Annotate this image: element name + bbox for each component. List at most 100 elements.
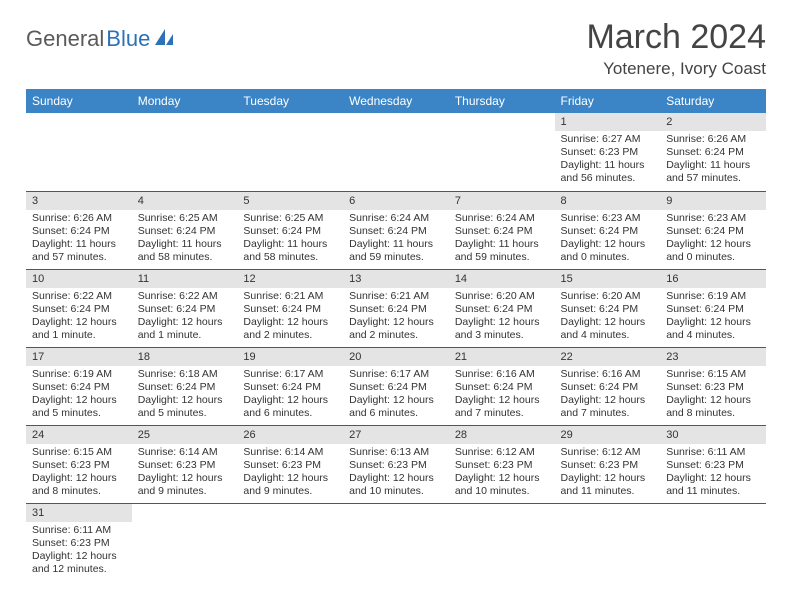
sunrise-text: Sunrise: 6:21 AM bbox=[243, 290, 337, 303]
calendar-cell: 14Sunrise: 6:20 AMSunset: 6:24 PMDayligh… bbox=[449, 269, 555, 347]
sunset-text: Sunset: 6:24 PM bbox=[243, 225, 337, 238]
sunrise-text: Sunrise: 6:24 AM bbox=[455, 212, 549, 225]
calendar-cell: 7Sunrise: 6:24 AMSunset: 6:24 PMDaylight… bbox=[449, 191, 555, 269]
calendar-cell: 28Sunrise: 6:12 AMSunset: 6:23 PMDayligh… bbox=[449, 425, 555, 503]
sunset-text: Sunset: 6:24 PM bbox=[32, 225, 126, 238]
day-number bbox=[237, 504, 343, 508]
calendar-cell: 16Sunrise: 6:19 AMSunset: 6:24 PMDayligh… bbox=[660, 269, 766, 347]
calendar-cell: 26Sunrise: 6:14 AMSunset: 6:23 PMDayligh… bbox=[237, 425, 343, 503]
calendar-cell: 22Sunrise: 6:16 AMSunset: 6:24 PMDayligh… bbox=[555, 347, 661, 425]
day-details: Sunrise: 6:22 AMSunset: 6:24 PMDaylight:… bbox=[132, 288, 238, 346]
day-details: Sunrise: 6:21 AMSunset: 6:24 PMDaylight:… bbox=[343, 288, 449, 346]
day-number bbox=[26, 113, 132, 117]
sunrise-text: Sunrise: 6:19 AM bbox=[32, 368, 126, 381]
calendar-cell: 3Sunrise: 6:26 AMSunset: 6:24 PMDaylight… bbox=[26, 191, 132, 269]
calendar-cell: 30Sunrise: 6:11 AMSunset: 6:23 PMDayligh… bbox=[660, 425, 766, 503]
sunset-text: Sunset: 6:24 PM bbox=[455, 225, 549, 238]
sunset-text: Sunset: 6:24 PM bbox=[32, 381, 126, 394]
calendar-cell: 9Sunrise: 6:23 AMSunset: 6:24 PMDaylight… bbox=[660, 191, 766, 269]
sunrise-text: Sunrise: 6:20 AM bbox=[455, 290, 549, 303]
day-details: Sunrise: 6:23 AMSunset: 6:24 PMDaylight:… bbox=[660, 210, 766, 268]
sunset-text: Sunset: 6:24 PM bbox=[666, 225, 760, 238]
calendar-cell: 8Sunrise: 6:23 AMSunset: 6:24 PMDaylight… bbox=[555, 191, 661, 269]
day-number: 17 bbox=[26, 348, 132, 366]
day-number bbox=[237, 113, 343, 117]
day-number: 21 bbox=[449, 348, 555, 366]
day-number: 19 bbox=[237, 348, 343, 366]
weekday-header: Friday bbox=[555, 89, 661, 113]
sunrise-text: Sunrise: 6:15 AM bbox=[32, 446, 126, 459]
day-number bbox=[555, 504, 661, 508]
sunset-text: Sunset: 6:23 PM bbox=[349, 459, 443, 472]
daylight-text: Daylight: 12 hours and 5 minutes. bbox=[138, 394, 232, 420]
day-number: 4 bbox=[132, 192, 238, 210]
sunset-text: Sunset: 6:24 PM bbox=[138, 225, 232, 238]
weekday-header: Wednesday bbox=[343, 89, 449, 113]
sunset-text: Sunset: 6:24 PM bbox=[32, 303, 126, 316]
day-number: 24 bbox=[26, 426, 132, 444]
sunset-text: Sunset: 6:23 PM bbox=[561, 146, 655, 159]
day-number: 16 bbox=[660, 270, 766, 288]
calendar-cell: 23Sunrise: 6:15 AMSunset: 6:23 PMDayligh… bbox=[660, 347, 766, 425]
calendar-cell: 13Sunrise: 6:21 AMSunset: 6:24 PMDayligh… bbox=[343, 269, 449, 347]
sunset-text: Sunset: 6:24 PM bbox=[666, 146, 760, 159]
calendar-cell: 15Sunrise: 6:20 AMSunset: 6:24 PMDayligh… bbox=[555, 269, 661, 347]
location-label: Yotenere, Ivory Coast bbox=[586, 59, 766, 79]
sunset-text: Sunset: 6:23 PM bbox=[32, 537, 126, 550]
calendar-cell: 11Sunrise: 6:22 AMSunset: 6:24 PMDayligh… bbox=[132, 269, 238, 347]
daylight-text: Daylight: 12 hours and 7 minutes. bbox=[561, 394, 655, 420]
calendar-cell: 20Sunrise: 6:17 AMSunset: 6:24 PMDayligh… bbox=[343, 347, 449, 425]
weekday-header: Saturday bbox=[660, 89, 766, 113]
sunrise-text: Sunrise: 6:18 AM bbox=[138, 368, 232, 381]
daylight-text: Daylight: 12 hours and 8 minutes. bbox=[666, 394, 760, 420]
day-details: Sunrise: 6:26 AMSunset: 6:24 PMDaylight:… bbox=[660, 131, 766, 189]
day-number: 28 bbox=[449, 426, 555, 444]
day-number: 25 bbox=[132, 426, 238, 444]
day-details: Sunrise: 6:14 AMSunset: 6:23 PMDaylight:… bbox=[237, 444, 343, 502]
day-number: 27 bbox=[343, 426, 449, 444]
weekday-header: Sunday bbox=[26, 89, 132, 113]
sunrise-text: Sunrise: 6:26 AM bbox=[32, 212, 126, 225]
page-title: March 2024 bbox=[586, 18, 766, 57]
calendar-row: 17Sunrise: 6:19 AMSunset: 6:24 PMDayligh… bbox=[26, 347, 766, 425]
calendar-cell bbox=[237, 113, 343, 191]
weekday-header: Thursday bbox=[449, 89, 555, 113]
logo-sail-icon bbox=[154, 28, 176, 51]
day-number bbox=[343, 504, 449, 508]
sunset-text: Sunset: 6:24 PM bbox=[243, 381, 337, 394]
day-number bbox=[449, 113, 555, 117]
sunrise-text: Sunrise: 6:12 AM bbox=[561, 446, 655, 459]
daylight-text: Daylight: 11 hours and 57 minutes. bbox=[666, 159, 760, 185]
calendar-cell: 21Sunrise: 6:16 AMSunset: 6:24 PMDayligh… bbox=[449, 347, 555, 425]
calendar-row: 31Sunrise: 6:11 AMSunset: 6:23 PMDayligh… bbox=[26, 503, 766, 581]
calendar-cell: 19Sunrise: 6:17 AMSunset: 6:24 PMDayligh… bbox=[237, 347, 343, 425]
day-details: Sunrise: 6:19 AMSunset: 6:24 PMDaylight:… bbox=[660, 288, 766, 346]
sunrise-text: Sunrise: 6:27 AM bbox=[561, 133, 655, 146]
sunrise-text: Sunrise: 6:11 AM bbox=[32, 524, 126, 537]
weekday-header: Tuesday bbox=[237, 89, 343, 113]
sunset-text: Sunset: 6:24 PM bbox=[349, 225, 443, 238]
daylight-text: Daylight: 12 hours and 7 minutes. bbox=[455, 394, 549, 420]
day-number bbox=[132, 504, 238, 508]
day-number: 2 bbox=[660, 113, 766, 131]
sunrise-text: Sunrise: 6:17 AM bbox=[349, 368, 443, 381]
day-details: Sunrise: 6:14 AMSunset: 6:23 PMDaylight:… bbox=[132, 444, 238, 502]
day-number: 23 bbox=[660, 348, 766, 366]
calendar-cell: 18Sunrise: 6:18 AMSunset: 6:24 PMDayligh… bbox=[132, 347, 238, 425]
sunset-text: Sunset: 6:23 PM bbox=[243, 459, 337, 472]
sunrise-text: Sunrise: 6:23 AM bbox=[666, 212, 760, 225]
daylight-text: Daylight: 11 hours and 58 minutes. bbox=[138, 238, 232, 264]
daylight-text: Daylight: 12 hours and 11 minutes. bbox=[561, 472, 655, 498]
daylight-text: Daylight: 11 hours and 56 minutes. bbox=[561, 159, 655, 185]
day-number: 12 bbox=[237, 270, 343, 288]
sunset-text: Sunset: 6:23 PM bbox=[561, 459, 655, 472]
calendar-page: GeneralBlue March 2024 Yotenere, Ivory C… bbox=[0, 0, 792, 599]
daylight-text: Daylight: 12 hours and 1 minute. bbox=[32, 316, 126, 342]
sunset-text: Sunset: 6:24 PM bbox=[138, 303, 232, 316]
sunrise-text: Sunrise: 6:22 AM bbox=[32, 290, 126, 303]
calendar-cell: 5Sunrise: 6:25 AMSunset: 6:24 PMDaylight… bbox=[237, 191, 343, 269]
sunset-text: Sunset: 6:24 PM bbox=[349, 303, 443, 316]
calendar-row: 3Sunrise: 6:26 AMSunset: 6:24 PMDaylight… bbox=[26, 191, 766, 269]
day-details: Sunrise: 6:11 AMSunset: 6:23 PMDaylight:… bbox=[660, 444, 766, 502]
day-details: Sunrise: 6:12 AMSunset: 6:23 PMDaylight:… bbox=[555, 444, 661, 502]
